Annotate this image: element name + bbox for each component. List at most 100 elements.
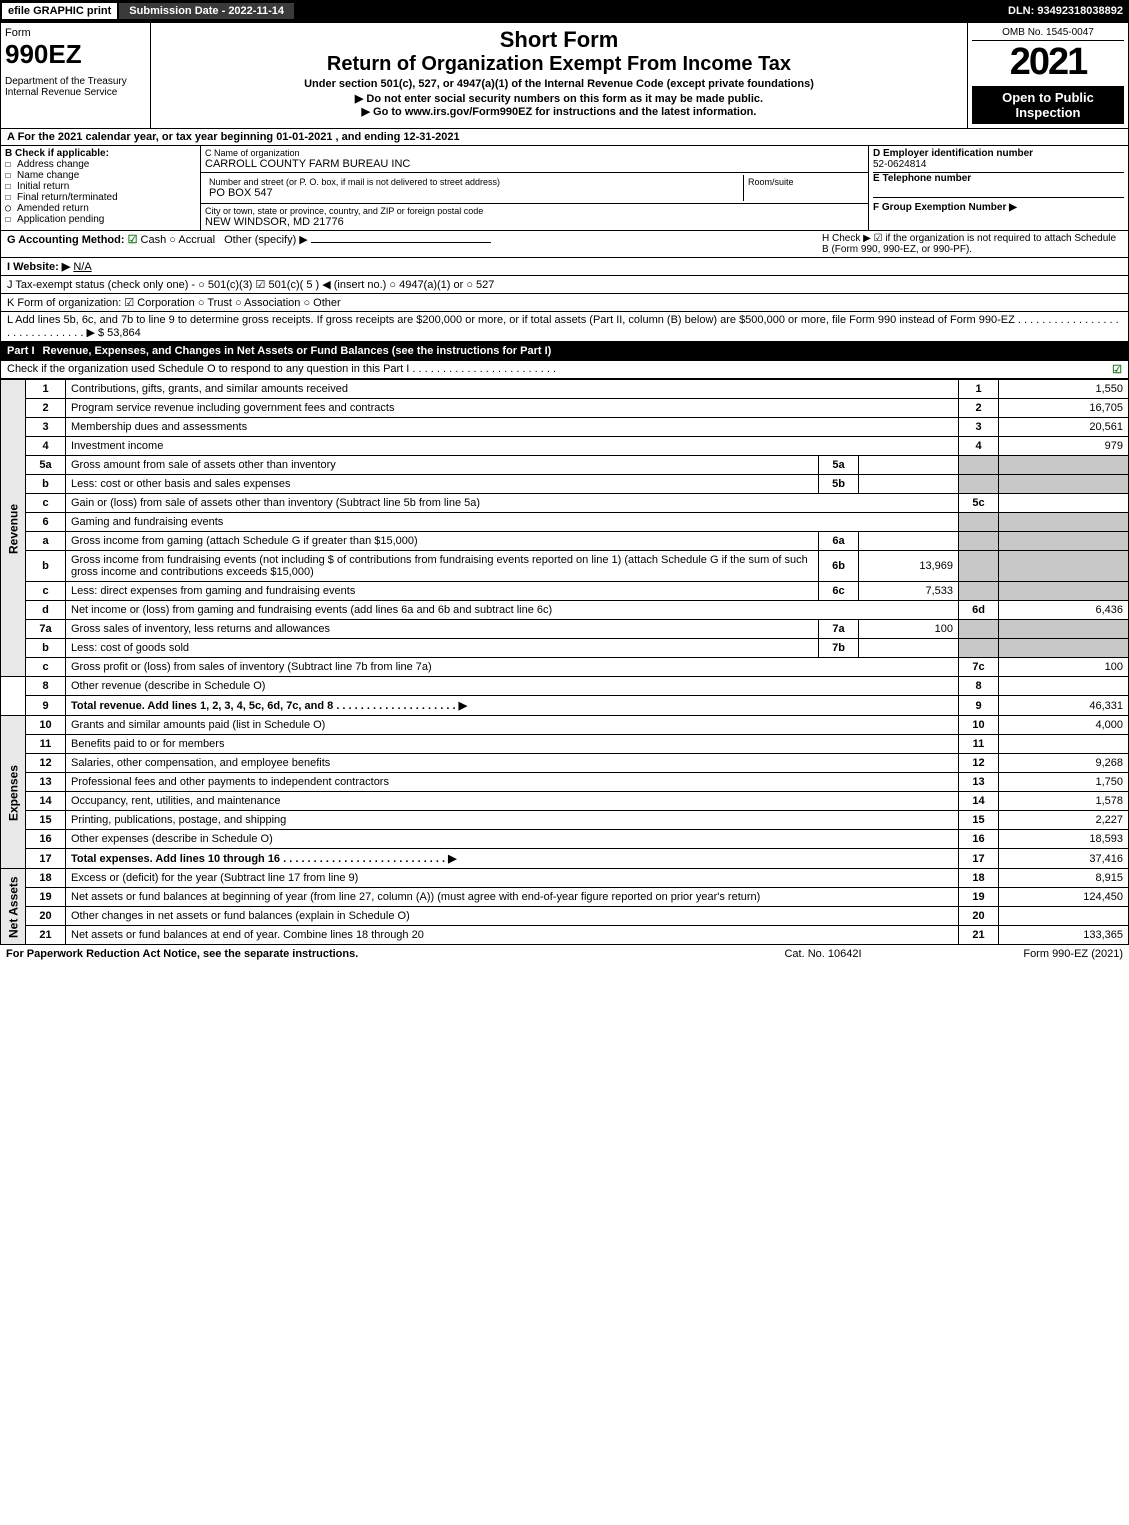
line-num: a <box>26 532 66 551</box>
line-amount <box>999 907 1129 926</box>
line-desc: Contributions, gifts, grants, and simila… <box>66 380 959 399</box>
sub-amt <box>859 532 959 551</box>
street-label: Number and street (or P. O. box, if mail… <box>209 177 739 187</box>
line-colno: 12 <box>959 754 999 773</box>
footer-form: Form 990-EZ (2021) <box>923 948 1123 960</box>
city-block: City or town, state or province, country… <box>201 204 868 230</box>
shaded-cell <box>999 551 1129 582</box>
line-num: 3 <box>26 418 66 437</box>
sub-amt <box>859 475 959 494</box>
line-amount <box>999 677 1129 696</box>
line-amount: 37,416 <box>999 849 1129 869</box>
subtitle: Under section 501(c), 527, or 4947(a)(1)… <box>155 78 963 90</box>
line-colno: 8 <box>959 677 999 696</box>
line-amount <box>999 735 1129 754</box>
main-title: Return of Organization Exempt From Incom… <box>155 53 963 76</box>
g-other: Other (specify) ▶ <box>224 234 308 246</box>
sub-lbl: 7a <box>819 620 859 639</box>
line-num: 13 <box>26 773 66 792</box>
line-num: 12 <box>26 754 66 773</box>
checkbox-final-return[interactable]: ☐ Final return/terminated <box>5 192 196 203</box>
line-num: 19 <box>26 888 66 907</box>
shaded-cell <box>999 513 1129 532</box>
page-footer: For Paperwork Reduction Act Notice, see … <box>0 945 1129 963</box>
line-desc: Investment income <box>66 437 959 456</box>
section-j: J Tax-exempt status (check only one) - ○… <box>0 276 1129 294</box>
checkbox-amended-return[interactable]: ○ Amended return <box>5 203 196 214</box>
line-desc: Total revenue. Add lines 1, 2, 3, 4, 5c,… <box>66 696 959 716</box>
line-colno: 11 <box>959 735 999 754</box>
line-colno: 2 <box>959 399 999 418</box>
part-1-table: Revenue 1 Contributions, gifts, grants, … <box>0 379 1129 945</box>
line-desc: Less: direct expenses from gaming and fu… <box>66 582 819 601</box>
shaded-cell <box>959 475 999 494</box>
sub-amt <box>859 639 959 658</box>
line-desc: Net income or (loss) from gaming and fun… <box>66 601 959 620</box>
line-num: 18 <box>26 869 66 888</box>
line-colno: 16 <box>959 830 999 849</box>
form-label: Form <box>5 27 146 39</box>
line-colno: 14 <box>959 792 999 811</box>
efile-label[interactable]: efile GRAPHIC print <box>2 3 117 19</box>
g-accrual-box[interactable]: ○ <box>169 234 178 246</box>
line-colno: 10 <box>959 716 999 735</box>
sections-gh: G Accounting Method: ☑ Cash ○ Accrual Ot… <box>0 231 1129 258</box>
line-amount: 979 <box>999 437 1129 456</box>
i-label: I Website: ▶ <box>7 261 70 273</box>
opt-initial-return: Initial return <box>17 181 69 192</box>
section-g: G Accounting Method: ☑ Cash ○ Accrual Ot… <box>7 233 822 255</box>
line-desc: Salaries, other compensation, and employ… <box>66 754 959 773</box>
footer-catno: Cat. No. 10642I <box>723 948 923 960</box>
line-num: 2 <box>26 399 66 418</box>
opt-name-change: Name change <box>17 170 79 181</box>
section-l: L Add lines 5b, 6c, and 7b to line 9 to … <box>0 312 1129 342</box>
shaded-cell <box>959 620 999 639</box>
form-code: 990EZ <box>5 39 146 70</box>
line-colno: 3 <box>959 418 999 437</box>
line-colno: 21 <box>959 926 999 945</box>
org-name: CARROLL COUNTY FARM BUREAU INC <box>205 158 864 170</box>
line-desc: Gross income from gaming (attach Schedul… <box>66 532 819 551</box>
footer-left: For Paperwork Reduction Act Notice, see … <box>6 948 723 960</box>
shaded-cell <box>999 475 1129 494</box>
line-colno: 6d <box>959 601 999 620</box>
line-colno: 20 <box>959 907 999 926</box>
phone-label: E Telephone number <box>873 173 1124 184</box>
opt-amended-return: Amended return <box>17 203 89 214</box>
line-amount: 100 <box>999 658 1129 677</box>
shaded-cell <box>999 620 1129 639</box>
line-num: 11 <box>26 735 66 754</box>
sections-def: D Employer identification number 52-0624… <box>868 146 1128 230</box>
checkbox-address-change[interactable]: ☐ Address change <box>5 159 196 170</box>
line-desc: Other changes in net assets or fund bala… <box>66 907 959 926</box>
submission-date: Submission Date - 2022-11-14 <box>119 3 294 19</box>
checkbox-name-change[interactable]: ☐ Name change <box>5 170 196 181</box>
dln: DLN: 93492318038892 <box>1008 5 1129 17</box>
opt-address-change: Address change <box>17 159 89 170</box>
netassets-sidelabel: Net Assets <box>1 869 26 945</box>
section-b: B Check if applicable: ☐ Address change … <box>1 146 201 230</box>
sections-bcdef: B Check if applicable: ☐ Address change … <box>0 146 1129 231</box>
part-1-header: Part I Revenue, Expenses, and Changes in… <box>0 342 1129 361</box>
short-form-title: Short Form <box>155 27 963 53</box>
checkbox-initial-return[interactable]: ☐ Initial return <box>5 181 196 192</box>
line-amount: 2,227 <box>999 811 1129 830</box>
phone-value <box>873 184 1124 198</box>
part-title: Revenue, Expenses, and Changes in Net As… <box>43 345 1122 357</box>
line-desc: Net assets or fund balances at end of ye… <box>66 926 959 945</box>
city-value: NEW WINDSOR, MD 21776 <box>205 216 864 228</box>
expenses-sidelabel: Expenses <box>1 716 26 869</box>
irs-link[interactable]: ▶ Go to www.irs.gov/Form990EZ for instru… <box>155 105 963 118</box>
line-desc: Excess or (deficit) for the year (Subtra… <box>66 869 959 888</box>
org-name-block: C Name of organization CARROLL COUNTY FA… <box>201 146 868 173</box>
room-label: Room/suite <box>748 177 860 187</box>
section-h: H Check ▶ ☑ if the organization is not r… <box>822 233 1122 255</box>
part-label: Part I <box>7 345 43 357</box>
checkbox-application-pending[interactable]: ☐ Application pending <box>5 214 196 225</box>
line-desc: Net assets or fund balances at beginning… <box>66 888 959 907</box>
line-colno: 19 <box>959 888 999 907</box>
g-other-input[interactable] <box>311 242 491 243</box>
schedule-o-checkbox[interactable]: ☑ <box>1112 363 1122 376</box>
shaded-cell <box>959 456 999 475</box>
line-num: 14 <box>26 792 66 811</box>
